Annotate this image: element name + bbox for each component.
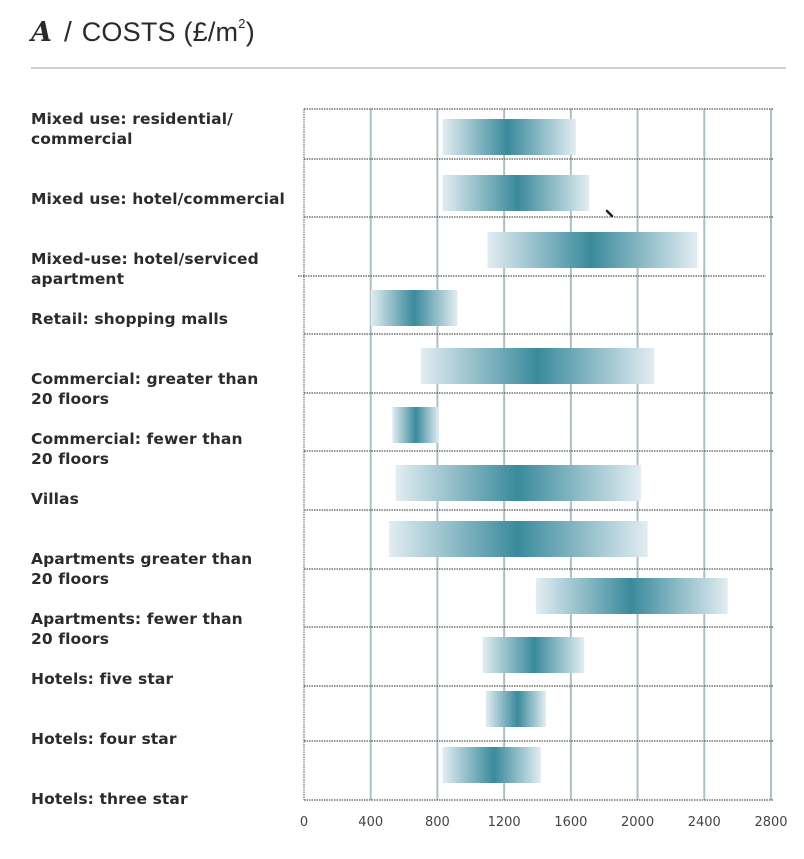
title-text: COSTS (£/m2) — [82, 16, 255, 48]
category-label: Apartments greater than 20 floors — [31, 549, 291, 589]
range-bar — [482, 637, 585, 673]
category-label: Hotels: three star — [31, 789, 291, 809]
category-label: Hotels: four star — [31, 729, 291, 749]
range-bar — [392, 407, 440, 443]
range-bars — [370, 119, 728, 783]
title-close: ) — [245, 17, 255, 47]
category-label-line: 20 floors — [31, 450, 110, 468]
range-bar — [442, 119, 576, 155]
range-bar — [485, 691, 546, 727]
gridlines — [303, 109, 772, 800]
range-bar — [395, 465, 641, 501]
title-superscript: 2 — [238, 16, 246, 31]
category-label-line: apartment — [31, 270, 125, 288]
category-label-line: Mixed-use: hotel/serviced — [31, 250, 259, 268]
category-label-line: Hotels: three star — [31, 790, 188, 808]
category-label: Mixed use: residential/commercial — [31, 109, 291, 149]
category-label: Commercial: fewer than 20 floors — [31, 429, 291, 469]
category-label-line: Apartments greater than — [31, 550, 253, 568]
x-tick-label: 1200 — [488, 815, 521, 830]
category-label-line: Commercial: fewer than — [31, 430, 243, 448]
row-dividers — [298, 108, 773, 801]
x-tick-label: 1600 — [554, 815, 587, 830]
category-label-line: Apartments: fewer than — [31, 610, 243, 628]
category-label-line: Hotels: four star — [31, 730, 177, 748]
cursor-mark — [605, 209, 614, 218]
chart-title: A / COSTS (£/m2) — [31, 16, 255, 56]
category-label-line: Retail: shopping malls — [31, 310, 229, 328]
category-label: Mixed use: hotel/commercial — [31, 189, 291, 209]
category-label: Commercial: greater than 20 floors — [31, 369, 291, 409]
section-letter: A — [31, 17, 52, 48]
range-bar — [442, 747, 541, 783]
title-separator: / — [63, 16, 72, 47]
category-label-line: 20 floors — [31, 630, 110, 648]
category-label: Apartments: fewer than 20 floors — [31, 609, 291, 649]
x-tick-label: 2400 — [688, 815, 721, 830]
category-label-line: 20 floors — [31, 570, 110, 588]
range-bar — [535, 578, 728, 614]
x-tick-label: 400 — [358, 815, 383, 830]
x-tick-label: 0 — [300, 815, 308, 830]
title-main: COSTS (£/m — [81, 17, 239, 47]
category-label-line: Mixed use: hotel/commercial — [31, 190, 285, 208]
category-label: Mixed-use: hotel/serviced apartment — [31, 249, 291, 289]
x-tick-label: 2000 — [621, 815, 654, 830]
category-label-line: Hotels: five star — [31, 670, 174, 688]
range-bar — [420, 348, 655, 384]
category-label: Retail: shopping malls — [31, 309, 291, 329]
title-divider — [31, 67, 786, 69]
range-bar — [442, 175, 590, 211]
category-label: Hotels: five star — [31, 669, 291, 689]
x-tick-label: 800 — [425, 815, 450, 830]
category-label-line: Commercial: greater than — [31, 370, 259, 388]
category-label-line: commercial — [31, 130, 133, 148]
range-bar — [389, 521, 648, 557]
range-bar — [487, 232, 698, 268]
category-label-line: Mixed use: residential/ — [31, 110, 233, 128]
category-label-line: Villas — [31, 490, 79, 508]
category-label: Villas — [31, 489, 291, 509]
x-axis-ticks: 0 400 800 1200 1600 2000 2400 2800 — [300, 815, 788, 830]
x-tick-label: 2800 — [754, 815, 787, 830]
category-label-line: 20 floors — [31, 390, 110, 408]
range-bar — [370, 290, 458, 326]
